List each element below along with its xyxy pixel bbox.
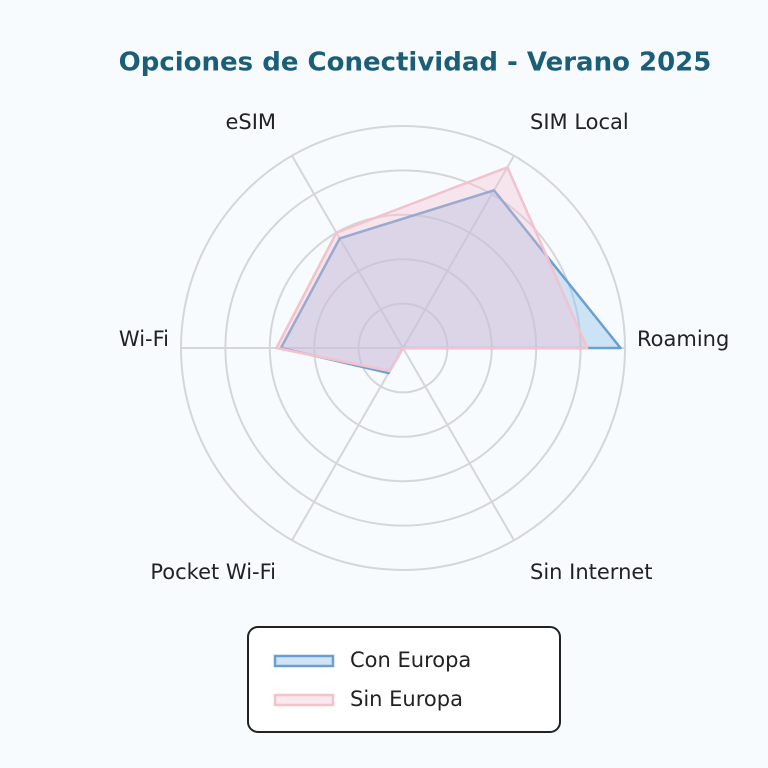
spoke <box>291 347 404 541</box>
legend-label: Sin Europa <box>350 687 463 711</box>
spoke <box>291 155 404 349</box>
axis-label: SIM Local <box>530 110 629 134</box>
legend-swatch <box>273 693 335 707</box>
legend-label: Con Europa <box>350 648 471 672</box>
chart-title: Opciones de Conectividad - Verano 2025 <box>119 48 712 78</box>
axis-label: eSIM <box>225 110 276 134</box>
legend-swatch <box>273 654 335 668</box>
axis-label: Pocket Wi-Fi <box>150 560 276 584</box>
axis-label: Wi-Fi <box>119 327 169 351</box>
axis-label: Roaming <box>637 327 729 351</box>
legend <box>247 626 561 733</box>
spoke <box>402 155 515 349</box>
spoke <box>402 347 515 541</box>
axis-label: Sin Internet <box>530 560 653 584</box>
series-area <box>275 166 589 373</box>
